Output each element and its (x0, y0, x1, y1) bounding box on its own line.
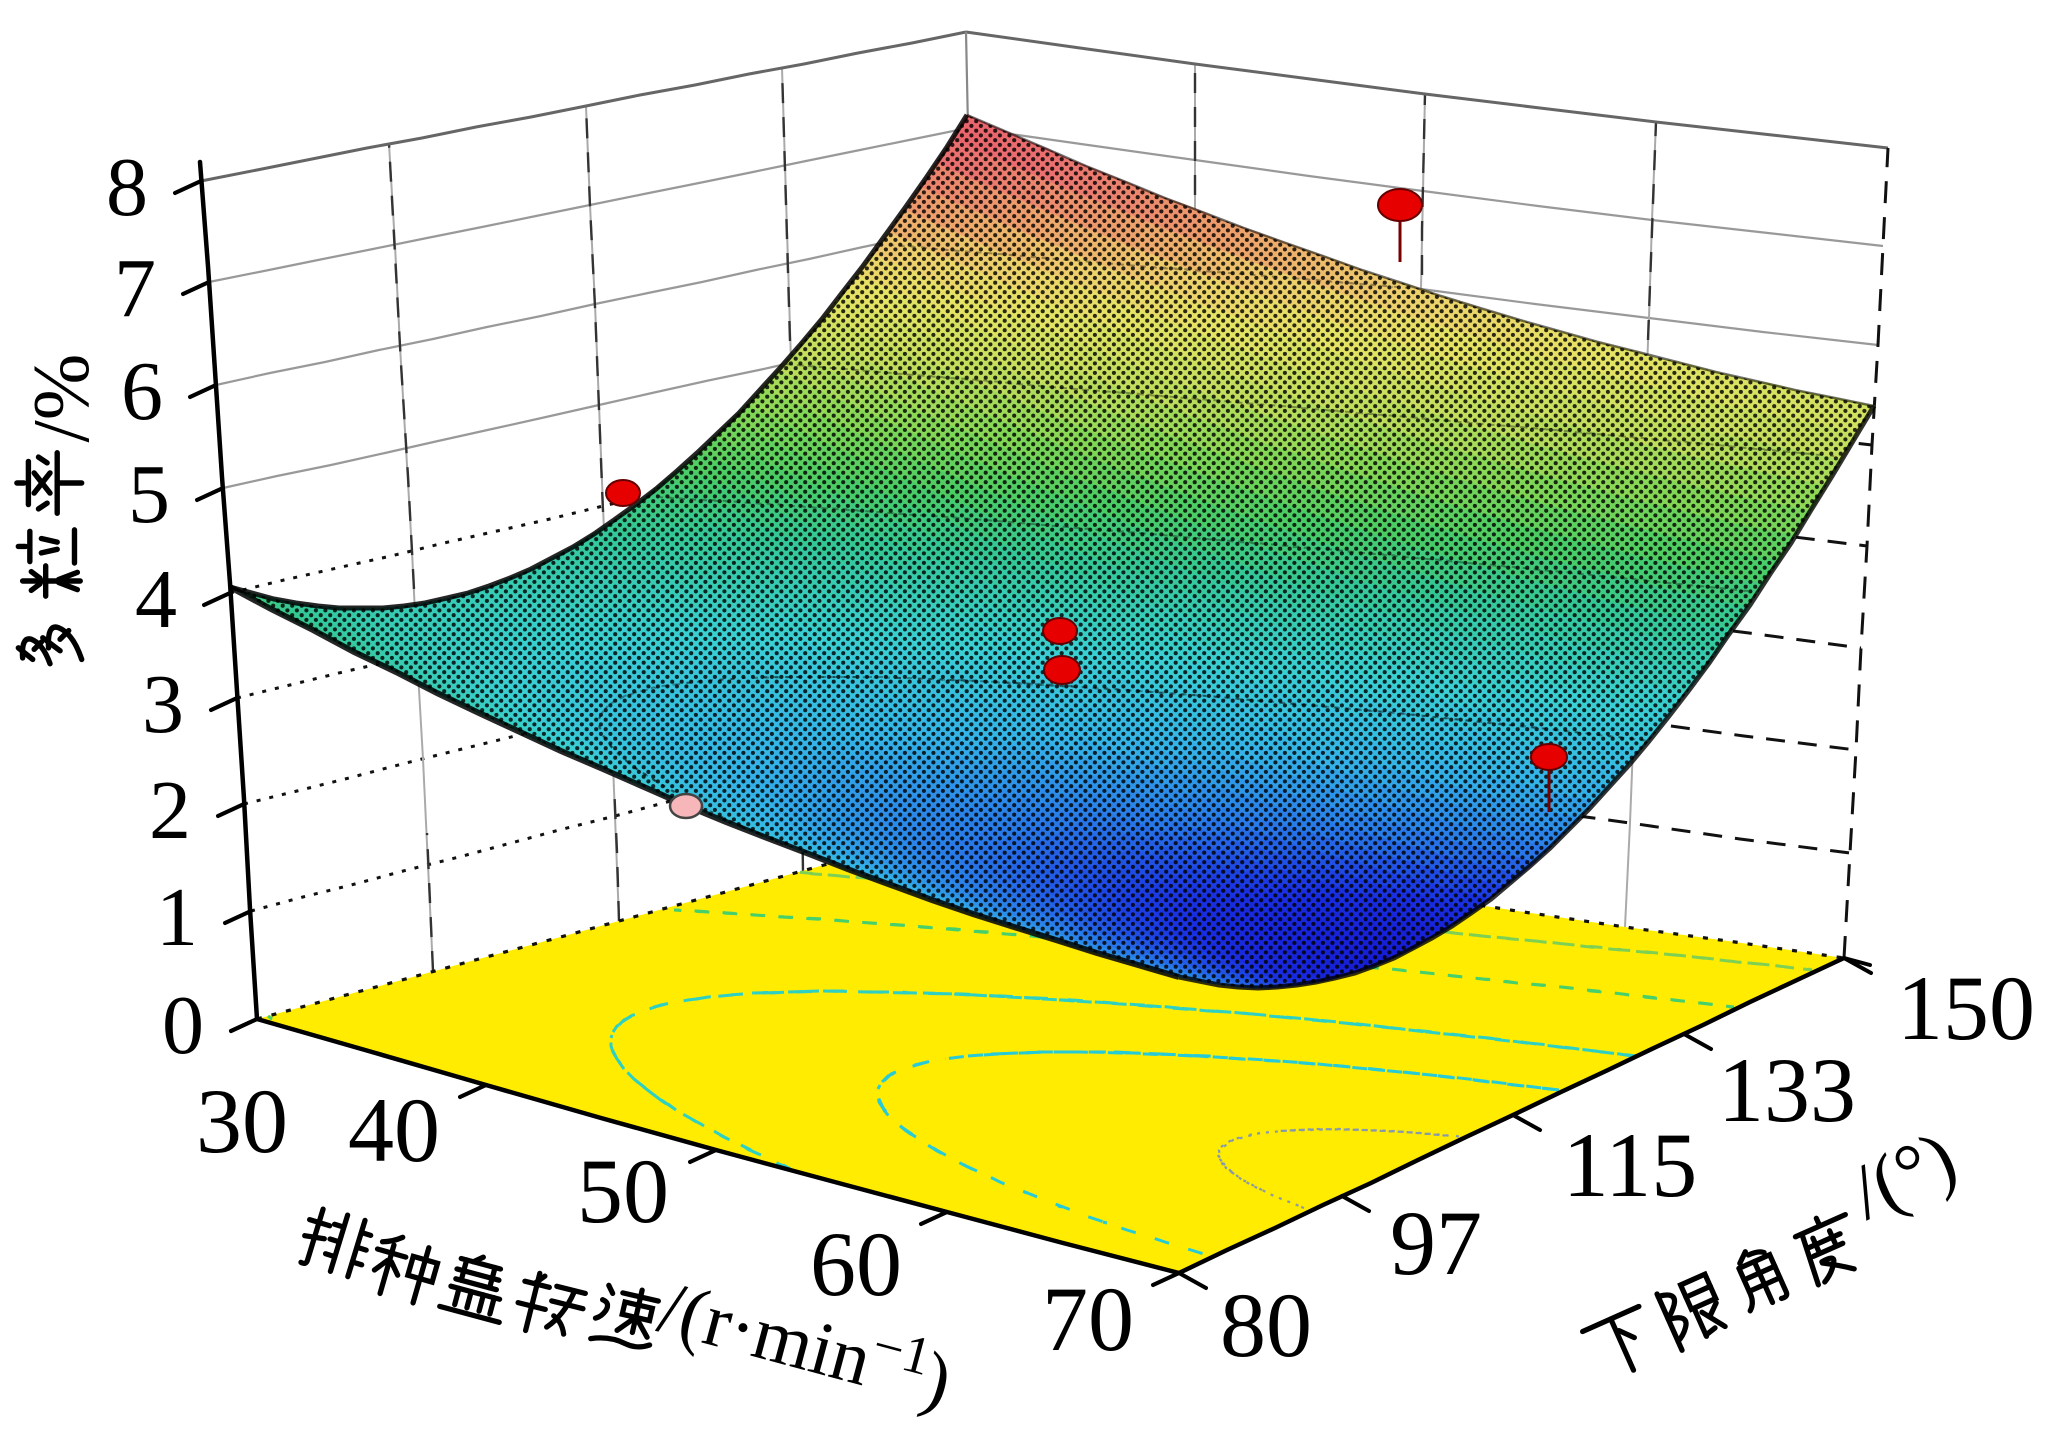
svg-text:6: 6 (121, 345, 163, 438)
svg-text:4: 4 (135, 553, 177, 646)
svg-text:2: 2 (149, 764, 191, 857)
svg-text:50: 50 (577, 1140, 669, 1242)
svg-text:60: 60 (810, 1213, 902, 1315)
svg-text:/(r·min−1): /(r·min−1) (651, 1259, 962, 1424)
svg-text:/(°): /(°) (1838, 1113, 1969, 1235)
svg-text:97: 97 (1390, 1192, 1482, 1294)
svg-text:1: 1 (156, 871, 198, 964)
svg-text:/%: /% (18, 354, 106, 443)
svg-text:7: 7 (114, 242, 156, 335)
svg-text:80: 80 (1220, 1274, 1312, 1376)
svg-text:8: 8 (106, 141, 148, 234)
svg-text:150: 150 (1897, 957, 2035, 1059)
svg-text:70: 70 (1042, 1268, 1134, 1370)
svg-text:40: 40 (348, 1079, 440, 1181)
svg-text:5: 5 (128, 448, 170, 541)
svg-text:115: 115 (1563, 1114, 1698, 1216)
svg-text:30: 30 (196, 1070, 288, 1172)
svg-text:3: 3 (142, 658, 184, 751)
svg-text:133: 133 (1718, 1039, 1856, 1141)
svg-text:0: 0 (162, 979, 204, 1072)
